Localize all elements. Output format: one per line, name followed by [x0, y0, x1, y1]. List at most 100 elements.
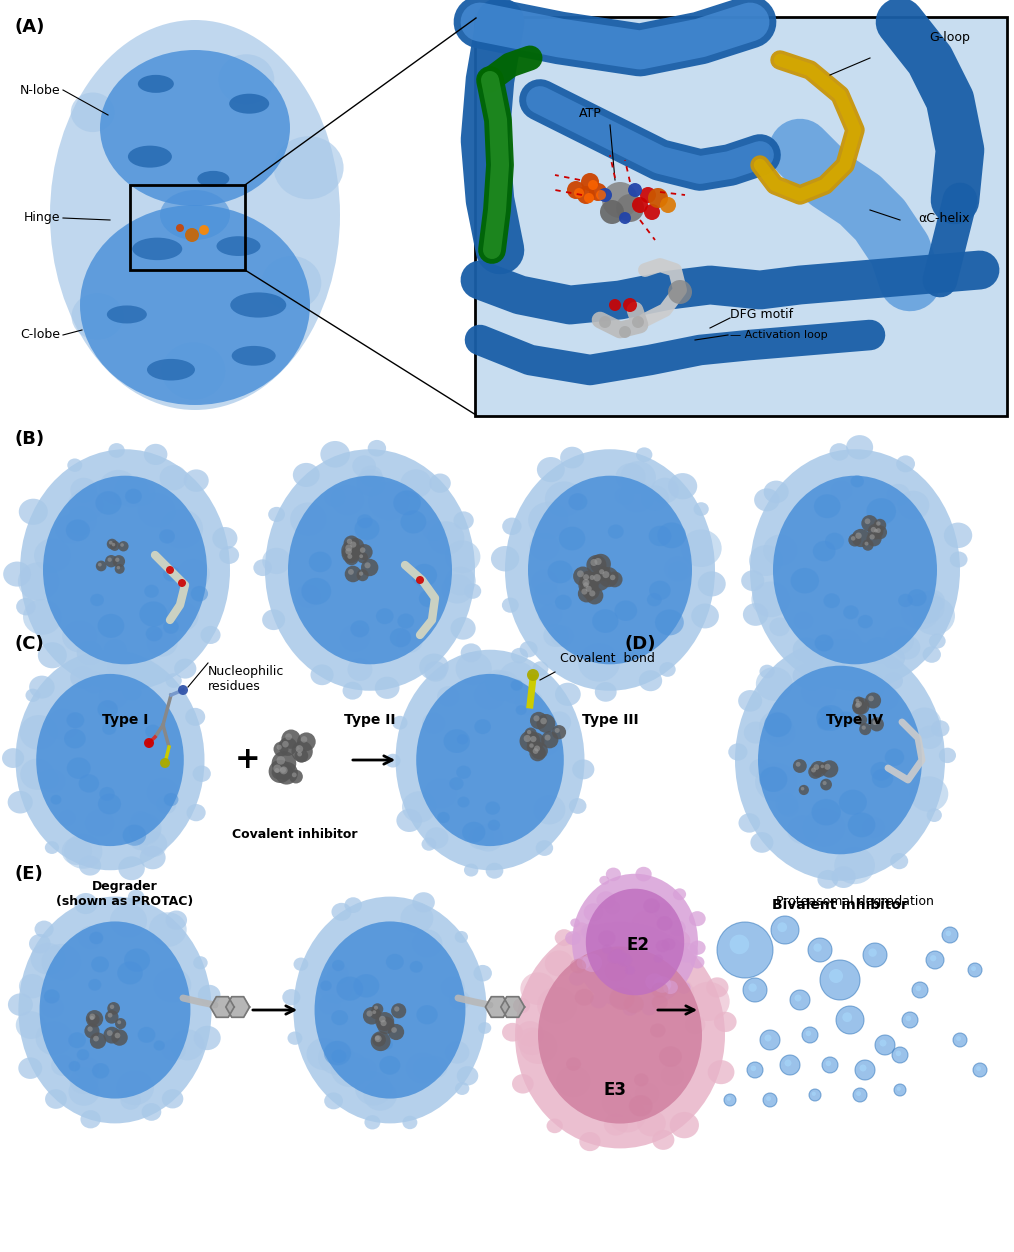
Circle shape	[730, 934, 749, 954]
Ellipse shape	[545, 950, 573, 977]
Circle shape	[93, 1035, 99, 1042]
Ellipse shape	[939, 747, 956, 764]
Circle shape	[366, 1010, 372, 1017]
Ellipse shape	[862, 816, 885, 838]
Ellipse shape	[614, 487, 634, 505]
Circle shape	[416, 576, 424, 583]
Circle shape	[277, 745, 282, 750]
Ellipse shape	[824, 660, 847, 680]
Ellipse shape	[793, 637, 819, 661]
Ellipse shape	[515, 921, 725, 1148]
Ellipse shape	[528, 715, 553, 737]
Ellipse shape	[829, 443, 849, 461]
Circle shape	[820, 765, 824, 769]
Circle shape	[121, 543, 124, 547]
Ellipse shape	[389, 629, 411, 647]
Circle shape	[269, 760, 292, 782]
Ellipse shape	[637, 1111, 666, 1137]
Circle shape	[103, 1027, 121, 1044]
Ellipse shape	[517, 1028, 548, 1055]
Circle shape	[586, 587, 603, 605]
Circle shape	[530, 712, 548, 729]
Ellipse shape	[586, 889, 684, 995]
Ellipse shape	[230, 293, 286, 318]
Ellipse shape	[116, 1070, 154, 1106]
Circle shape	[854, 696, 864, 707]
Ellipse shape	[332, 1049, 347, 1063]
Ellipse shape	[219, 546, 239, 563]
Ellipse shape	[353, 974, 379, 998]
Circle shape	[606, 571, 623, 587]
Circle shape	[856, 699, 859, 702]
Ellipse shape	[3, 562, 31, 587]
Text: Covalent inhibitor: Covalent inhibitor	[232, 828, 358, 841]
Ellipse shape	[107, 657, 127, 675]
Ellipse shape	[355, 517, 379, 540]
Ellipse shape	[690, 940, 706, 955]
Ellipse shape	[160, 510, 203, 548]
Ellipse shape	[656, 940, 669, 953]
Ellipse shape	[441, 575, 474, 603]
Text: (E): (E)	[15, 865, 44, 883]
Circle shape	[598, 188, 612, 202]
Ellipse shape	[813, 541, 836, 561]
Ellipse shape	[424, 779, 457, 809]
Ellipse shape	[831, 866, 856, 888]
Circle shape	[805, 1030, 811, 1037]
Text: αC-helix: αC-helix	[919, 212, 970, 224]
Ellipse shape	[263, 548, 291, 575]
Ellipse shape	[555, 595, 572, 610]
Ellipse shape	[520, 973, 556, 1005]
Circle shape	[874, 518, 886, 531]
Ellipse shape	[595, 682, 617, 701]
Ellipse shape	[401, 903, 433, 933]
Ellipse shape	[754, 488, 780, 511]
Circle shape	[855, 702, 860, 707]
Circle shape	[144, 737, 154, 747]
Ellipse shape	[146, 777, 179, 808]
Ellipse shape	[592, 610, 619, 634]
Ellipse shape	[422, 838, 436, 851]
Circle shape	[112, 543, 116, 546]
Ellipse shape	[776, 794, 798, 814]
Ellipse shape	[262, 255, 321, 310]
Circle shape	[289, 770, 303, 784]
Circle shape	[632, 197, 648, 213]
Circle shape	[588, 180, 598, 190]
Ellipse shape	[566, 1058, 581, 1070]
Ellipse shape	[364, 1116, 380, 1129]
Ellipse shape	[282, 989, 300, 1005]
Circle shape	[89, 1014, 95, 1019]
Ellipse shape	[131, 834, 149, 850]
Circle shape	[795, 994, 801, 1002]
Ellipse shape	[741, 570, 765, 591]
Circle shape	[778, 923, 787, 931]
Ellipse shape	[375, 676, 400, 699]
Circle shape	[874, 528, 878, 532]
Text: Degrader
(shown as PROTAC): Degrader (shown as PROTAC)	[57, 880, 194, 908]
Ellipse shape	[689, 911, 706, 926]
Ellipse shape	[811, 799, 841, 825]
Ellipse shape	[128, 890, 144, 905]
Ellipse shape	[950, 551, 967, 567]
Ellipse shape	[528, 476, 692, 665]
Ellipse shape	[103, 639, 127, 660]
Ellipse shape	[163, 793, 178, 806]
Ellipse shape	[274, 136, 344, 199]
Ellipse shape	[62, 838, 92, 865]
Circle shape	[771, 916, 799, 944]
Text: E2: E2	[627, 936, 650, 954]
Ellipse shape	[572, 874, 698, 1010]
Ellipse shape	[20, 449, 230, 691]
Ellipse shape	[793, 611, 813, 630]
Circle shape	[107, 557, 112, 562]
Ellipse shape	[138, 1027, 155, 1043]
Ellipse shape	[198, 985, 220, 1005]
Ellipse shape	[511, 680, 523, 691]
Circle shape	[527, 730, 531, 735]
Ellipse shape	[331, 1052, 369, 1087]
Ellipse shape	[870, 762, 891, 781]
Circle shape	[875, 1035, 895, 1055]
Circle shape	[892, 1047, 908, 1063]
Circle shape	[796, 762, 801, 766]
